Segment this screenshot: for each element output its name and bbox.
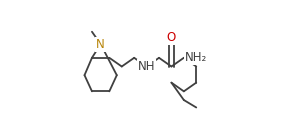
Text: N: N xyxy=(96,38,105,51)
Text: NH: NH xyxy=(138,60,155,73)
Text: O: O xyxy=(167,31,176,44)
Text: NH₂: NH₂ xyxy=(185,51,207,64)
